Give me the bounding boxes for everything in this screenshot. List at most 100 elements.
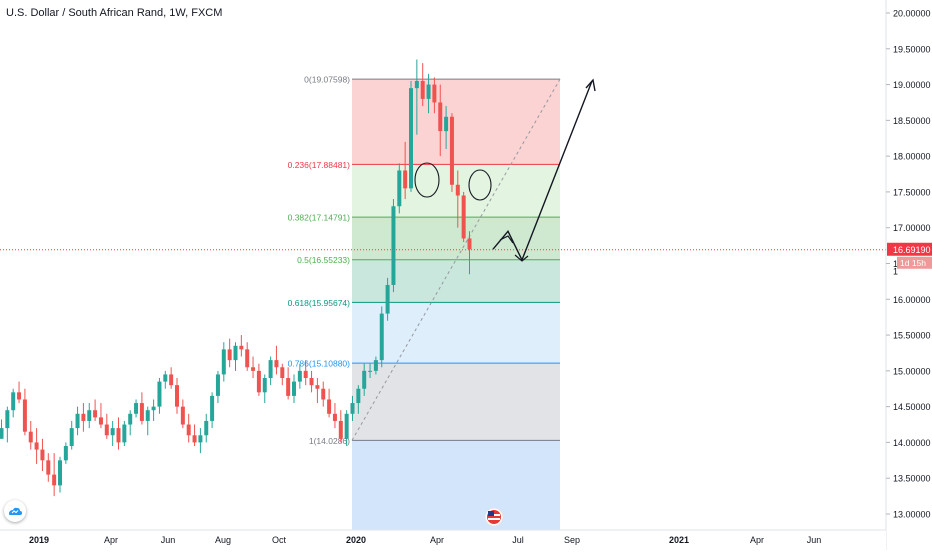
arrow-head — [514, 254, 529, 262]
time-tick-label: Aug — [215, 535, 231, 545]
fib-zone — [352, 79, 560, 165]
candle-body — [292, 381, 296, 396]
fib-level-label: 0.382(17.14791) — [288, 213, 351, 223]
candle-body — [227, 349, 232, 361]
candle-body — [455, 184, 460, 196]
candle-body — [409, 88, 413, 189]
time-tick-label: Jul — [512, 535, 524, 545]
candle-body — [180, 406, 185, 425]
time-tick-label: 2021 — [669, 535, 689, 545]
candle-body — [175, 385, 179, 407]
candle-body — [192, 435, 197, 443]
fib-level-label: 0(19.07598) — [304, 75, 350, 85]
candle-body — [245, 349, 250, 368]
candle-body — [332, 413, 337, 421]
current-price-value: 16.69190 — [893, 245, 931, 255]
countdown-label: 1d 15h — [900, 258, 926, 268]
candle-body — [75, 413, 80, 429]
price-tick-label: 16.00000 — [893, 295, 931, 305]
candle-body — [69, 428, 74, 446]
price-tick-label: 14.50000 — [893, 402, 931, 412]
us-flag-icon — [488, 511, 494, 516]
candle-body — [350, 403, 355, 414]
circle-drawing — [468, 169, 492, 201]
candle-body — [420, 80, 425, 99]
candle-body — [157, 381, 162, 407]
candle-body — [204, 420, 209, 436]
candle-body — [338, 420, 343, 439]
time-tick-label: Apr — [104, 535, 118, 545]
fibonacci-lines: 0(19.07598) 0.236(17.88481) 0.382(17.14791… — [0, 75, 886, 446]
candle-body — [134, 403, 139, 414]
candle-body — [449, 116, 454, 185]
candle-body — [385, 284, 390, 314]
price-tick-label: 17.00000 — [893, 223, 931, 233]
candle-body — [169, 374, 174, 386]
candle-body — [58, 460, 62, 486]
tradingview-logo-button[interactable] — [4, 500, 26, 522]
fib-zone — [352, 440, 560, 530]
time-tick-label: 2020 — [346, 535, 366, 545]
candle-body — [373, 360, 378, 371]
candle-body — [397, 170, 402, 207]
candle-body — [467, 238, 472, 250]
time-tick-label: Oct — [272, 535, 287, 545]
price-axis-bg — [886, 0, 932, 550]
candle-body — [356, 388, 361, 404]
candle-body — [151, 406, 156, 411]
candle-body — [268, 360, 273, 379]
candle-body — [391, 206, 396, 285]
candle-body — [17, 392, 22, 400]
candle-body — [87, 410, 92, 421]
candle-body — [362, 370, 367, 389]
time-tick-label: Apr — [430, 535, 444, 545]
price-tick-label: 13.50000 — [893, 474, 931, 484]
fib-zone — [352, 217, 560, 260]
countdown-tag — [897, 256, 932, 269]
candle-body — [128, 413, 133, 425]
candle-body — [163, 374, 168, 382]
fib-level-label: 0.786(15.10880) — [288, 359, 351, 369]
candle-body — [286, 378, 291, 396]
candle-body — [93, 410, 98, 418]
time-axis-bg — [0, 530, 886, 550]
candle-body — [426, 84, 431, 99]
candlesticks — [0, 59, 472, 497]
us-flag-icon — [488, 518, 500, 520]
candle-body — [145, 410, 150, 421]
candle-body — [461, 195, 466, 239]
fib-level-label: 0.5(16.55233) — [297, 255, 350, 265]
candle-body — [34, 442, 39, 450]
candle-body — [432, 84, 437, 103]
drawings — [414, 78, 596, 262]
candle-body — [274, 360, 279, 368]
candle-body — [22, 399, 27, 432]
candle-body — [262, 378, 267, 393]
candle-body — [116, 428, 121, 443]
fib-level-label: 0.618(15.95674) — [288, 298, 351, 308]
candle-body — [256, 370, 261, 393]
candle-body — [122, 424, 127, 443]
candle-body — [210, 395, 215, 421]
candle-body — [438, 102, 443, 132]
price-tick-label: 19.00000 — [893, 80, 931, 90]
candle-body — [215, 374, 220, 396]
candle-body — [28, 431, 33, 443]
time-tick-label: Jun — [807, 535, 822, 545]
candle-body — [280, 367, 285, 379]
candle-body — [104, 424, 109, 436]
fib-level-label: 0.236(17.88481) — [288, 160, 351, 170]
candle-body — [98, 417, 103, 425]
candle-body — [5, 410, 10, 429]
candle-body — [297, 370, 302, 382]
candle-body — [40, 449, 45, 461]
candle-body — [52, 474, 57, 486]
time-tick-label: Apr — [750, 535, 764, 545]
candle-body — [251, 367, 256, 371]
candle-body — [186, 424, 191, 436]
price-tick-label: 1 — [893, 266, 898, 276]
price-tick-label: 18.50000 — [893, 116, 931, 126]
circle-drawing — [414, 162, 440, 198]
